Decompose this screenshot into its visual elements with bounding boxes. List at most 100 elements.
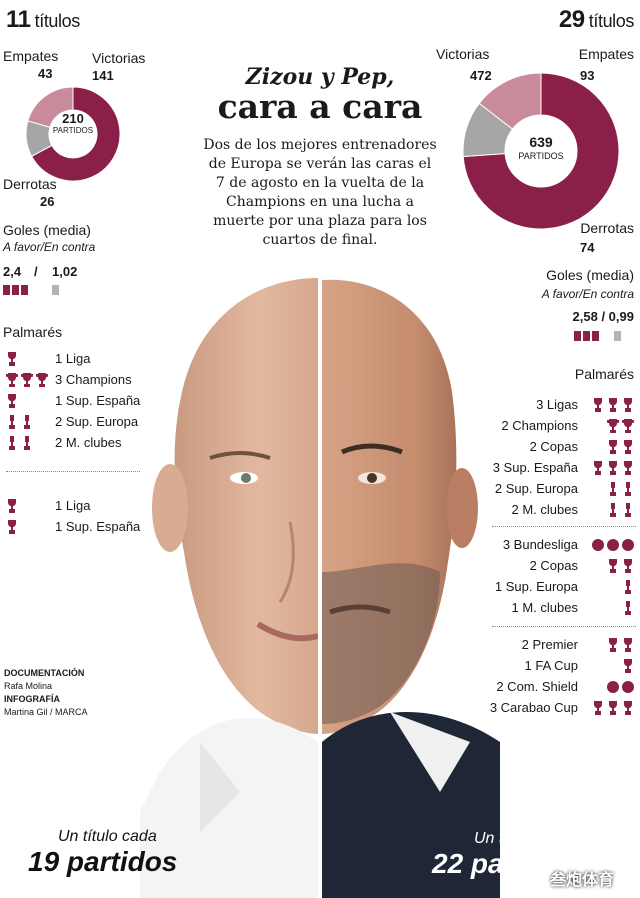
guardiola-titles-number: 29 <box>558 6 585 33</box>
header-title-line1: Zizou y Pep, <box>245 64 395 90</box>
copa-cup-icon <box>609 559 617 573</box>
zidane-titles-word: títulos <box>34 11 81 31</box>
guardiola-total-label: PARTIDOS <box>518 151 564 161</box>
guardiola-goles-contra-block <box>614 331 621 341</box>
supereuropa-cup-icon <box>9 415 15 429</box>
zidane-tagline-big: 19 partidos <box>28 846 178 877</box>
supereuropa-cup-icon <box>625 482 631 496</box>
shield-plate-icon <box>607 681 619 693</box>
guardiola-goles-value: 2,58 / 0,99 <box>572 309 634 324</box>
guardiola-palmares-item-icons <box>622 600 634 616</box>
guardiola-palmares-item-icons <box>607 418 634 434</box>
mundial-clubes-cup-icon <box>610 503 616 517</box>
zidane-goles-contra: 1,02 <box>52 264 78 279</box>
guardiola-palmares-item-icons <box>607 679 634 695</box>
guardiola-portrait <box>322 279 500 898</box>
guardiola-palmares-item-label: 1 FA Cup <box>524 658 578 673</box>
mundial-clubes-cup-icon <box>9 436 15 450</box>
zidane-goles-favor-block <box>21 285 28 295</box>
guardiola-palmares-item-icons <box>592 460 634 476</box>
guardiola-palmares-item-icons <box>622 658 634 674</box>
zidane-palmares-item-icons <box>6 519 18 535</box>
guardiola-palmares-item-label: 3 Ligas <box>536 397 578 412</box>
zidane-palmares-item-icons <box>6 414 33 430</box>
zidane-palmares-item-icons <box>6 393 18 409</box>
zidane-slice-empates <box>27 86 74 128</box>
zidane-goles-subtitle: A favor/En contra <box>3 240 96 254</box>
guardiola-palmares-item-icons <box>607 502 634 518</box>
supercopa-cup-icon <box>594 461 602 475</box>
zidane-palmares-item-icons <box>6 435 33 451</box>
champions-cup-icon <box>36 373 48 387</box>
guardiola-victorias-value: 472 <box>470 68 492 83</box>
zidane-palmares-item-label: 2 M. clubes <box>55 435 122 450</box>
guardiola-palmares-item-icons <box>607 439 634 455</box>
supereuropa-cup-icon <box>24 415 30 429</box>
supereuropa-cup-icon <box>625 580 631 594</box>
liga-cup-icon <box>8 499 16 513</box>
premier-cup-icon <box>609 638 617 652</box>
carabao-cup-icon <box>594 701 602 715</box>
guardiola-palmares-item-label: 2 Com. Shield <box>496 679 578 694</box>
guardiola-palmares-item-label: 2 Premier <box>521 637 578 652</box>
guardiola-goles-title: Goles (media) <box>546 267 634 283</box>
guardiola-palmares-item-icons <box>592 700 634 716</box>
zidane-derrotas-label: Derrotas <box>3 176 57 192</box>
supercopa-cup-icon <box>8 520 16 534</box>
zidane-victorias-value: 141 <box>92 68 114 83</box>
zidane-goles-contra-block <box>52 285 59 295</box>
champions-cup-icon <box>21 373 33 387</box>
guardiola-palmares-divider-2 <box>492 626 636 627</box>
fa-cup-icon <box>624 659 632 673</box>
guardiola-palmares-item-label: 3 Sup. España <box>492 460 578 475</box>
guardiola-victorias-label: Victorias <box>436 46 490 62</box>
zidane-titles: 11 títulos <box>6 6 80 34</box>
guardiola-palmares-divider-1 <box>492 526 636 527</box>
zidane-victorias-label: Victorias <box>92 50 146 66</box>
copa-cup-icon <box>624 559 632 573</box>
premier-cup-icon <box>624 638 632 652</box>
guardiola-slice-victorias <box>462 72 620 230</box>
zidane-palmares-item-label: 1 Sup. España <box>55 519 141 534</box>
guardiola-empates-value: 93 <box>580 68 595 83</box>
guardiola-palmares-item-label: 2 Champions <box>501 418 578 433</box>
bundesliga-plate-icon <box>622 539 634 551</box>
zidane-donut-center: 210 PARTIDOS <box>45 112 101 136</box>
zidane-palmares-item-icons <box>6 498 18 514</box>
guardiola-palmares-item-label: 3 Carabao Cup <box>489 700 578 715</box>
guardiola-palmares-item-label: 2 M. clubes <box>511 502 578 517</box>
zidane-goles-favor: 2,4 <box>3 264 22 279</box>
zidane-total-label: PARTIDOS <box>52 126 94 135</box>
guardiola-palmares-item-label: 1 Sup. Europa <box>494 579 578 594</box>
guardiola-total-number: 639 <box>529 134 553 150</box>
shield-plate-icon <box>622 681 634 693</box>
zidane-goles-favor-bar <box>3 285 28 295</box>
guardiola-palmares-item-label: 1 M. clubes <box>511 600 578 615</box>
zidane-palmares-item-label: 3 Champions <box>55 372 132 387</box>
champions-cup-icon <box>622 419 634 433</box>
zidane-derrotas-value: 26 <box>40 194 55 209</box>
guardiola-empates-label: Empates <box>578 46 634 62</box>
guardiola-palmares-item-icons <box>592 537 634 553</box>
supercopa-cup-icon <box>624 461 632 475</box>
mundial-clubes-cup-icon <box>24 436 30 450</box>
zidane-tagline-small: Un título cada <box>58 828 157 845</box>
watermark: 叁炮体育 <box>550 872 615 889</box>
guardiola-results-donut <box>462 72 620 230</box>
guardiola-palmares-item-icons <box>607 558 634 574</box>
coaches-photo <box>140 272 500 898</box>
guardiola-titles: 29 títulos <box>558 6 635 34</box>
guardiola-palmares-item-label: 2 Copas <box>529 439 578 454</box>
zidane-results-donut <box>25 86 121 182</box>
header-title-line2: cara a cara <box>217 87 423 126</box>
zidane-goles-contra-bar <box>52 285 59 295</box>
bundesliga-plate-icon <box>607 539 619 551</box>
guardiola-slice-empates <box>478 72 542 130</box>
zidane-empates-value: 43 <box>38 66 53 81</box>
zidane-palmares-title: Palmarés <box>3 324 63 340</box>
credits-info-title: INFOGRAFÍA <box>4 694 60 704</box>
guardiola-palmares-item-icons <box>607 481 634 497</box>
guardiola-goles-subtitle: A favor/En contra <box>541 287 634 301</box>
credits-doc-title: DOCUMENTACIÓN <box>4 668 85 678</box>
guardiola-goles-favor-block <box>592 331 599 341</box>
